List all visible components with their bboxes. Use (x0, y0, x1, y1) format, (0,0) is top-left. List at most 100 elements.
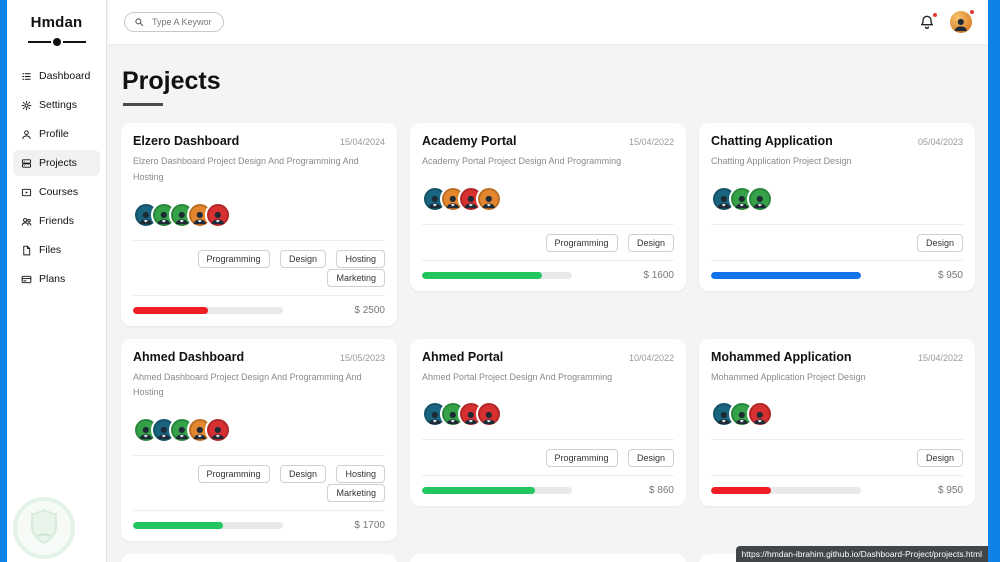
progress-fill (711, 487, 771, 495)
project-title: Elzero Dashboard (133, 134, 240, 148)
tag: Programming (197, 465, 270, 483)
project-card: Chatting Application 05/04/2023 Chatting… (699, 123, 975, 291)
profile-icon (22, 129, 31, 139)
project-title: Ahmed Portal (422, 349, 504, 364)
search-box[interactable] (124, 12, 224, 32)
tag-row: Programming Design Hosting Marketing (133, 239, 385, 295)
tag: Programming (197, 249, 270, 268)
tag-row: Design (711, 223, 963, 260)
user-menu[interactable] (950, 9, 975, 33)
sidebar-item-label: Dashboard (39, 70, 91, 82)
user-notification-badge (969, 9, 975, 15)
tag: Marketing (327, 268, 385, 287)
card-footer: $ 1700 (133, 510, 385, 531)
dashboard-icon (22, 72, 31, 80)
card-header: Ahmed Portal 10/04/2022 (422, 350, 674, 364)
tag-row: Programming Design (422, 223, 674, 260)
project-title: Academy Portal (422, 134, 517, 148)
tag: Design (627, 449, 674, 468)
page-frame-left (0, 0, 7, 562)
brand-logo: Hmdan (30, 14, 83, 31)
sidebar-item-files[interactable]: Files (13, 237, 100, 263)
card-footer: $ 2500 (133, 294, 385, 316)
project-description: Elzero Dashboard Project Design And Prog… (133, 156, 359, 182)
card-footer: $ 950 (711, 259, 963, 281)
project-date: 05/04/2023 (917, 137, 963, 147)
sidebar-item-label: Settings (39, 99, 77, 111)
notification-badge (932, 12, 938, 18)
status-bar-url: https://hmdan-ibrahim.github.io/Dashboar… (735, 546, 988, 562)
project-description: Ahmed Dashboard Project Design And Progr… (133, 371, 362, 398)
sidebar-item-label: Files (39, 244, 62, 256)
sidebar-item-settings[interactable]: Settings (13, 92, 100, 118)
sidebar-item-label: Plans (39, 273, 66, 285)
member-avatar (476, 401, 502, 428)
progress-fill (133, 522, 223, 529)
sidebar-item-plans[interactable]: Plans (13, 266, 100, 292)
tag: Design (627, 233, 674, 252)
project-date: 15/04/2024 (339, 137, 385, 147)
progress-bar (133, 522, 283, 529)
sidebar-item-friends[interactable]: Friends (13, 208, 100, 234)
sidebar-item-dashboard[interactable]: Dashboard (13, 63, 100, 89)
project-description: Ahmed Portal Project Design And Programm… (422, 371, 613, 382)
progress-bar (711, 487, 861, 495)
project-card: Elzero Dashboard 15/04/2024 Elzero Dashb… (121, 123, 397, 326)
avatar-group (422, 401, 674, 428)
card-header: Elzero Dashboard 15/04/2024 (133, 134, 385, 148)
projects-grid: Elzero Dashboard 15/04/2024 Elzero Dashb… (121, 123, 975, 562)
page-frame-right (988, 0, 1000, 562)
notifications-bell-icon[interactable] (919, 12, 938, 30)
topbar-actions (919, 9, 975, 33)
sidebar-nav: Dashboard Settings Profile Projects Cour… (7, 63, 106, 292)
project-card: Mohammed Dashboard 15/04/2022 Mohammed D… (121, 554, 397, 562)
project-card: Mohammed Application 15/04/2022 Mohammed… (699, 338, 975, 507)
sidebar-item-label: Profile (39, 128, 69, 140)
tag: Programming (545, 233, 618, 252)
page-title: Projects (122, 67, 221, 95)
search-input[interactable] (150, 16, 214, 28)
project-description: Chatting Application Project Design (711, 156, 852, 166)
project-card: Academy Portal 15/04/2022 Academy Portal… (410, 123, 686, 291)
friends-icon (21, 217, 32, 226)
project-price: $ 860 (648, 485, 674, 497)
sidebar-item-profile[interactable]: Profile (13, 121, 100, 147)
project-card: Ahmed Dashboard 15/05/2023 Ahmed Dashboa… (121, 338, 397, 541)
tag-row: Programming Design Hosting Marketing (133, 455, 385, 510)
member-avatar (205, 417, 231, 443)
project-description: Mohammed Application Project Design (711, 371, 866, 382)
card-header: Academy Portal 15/04/2022 (422, 134, 674, 148)
page-title-underline (123, 103, 163, 106)
project-card: Ahmed Portal 10/04/2022 Ahmed Portal Pro… (410, 338, 686, 507)
plans-icon (21, 275, 32, 283)
tag-row: Programming Design (422, 439, 674, 475)
project-title: Ahmed Dashboard (133, 349, 245, 364)
sidebar-item-projects[interactable]: Projects (13, 150, 100, 176)
card-footer: $ 950 (711, 475, 963, 496)
tag: Design (280, 249, 327, 268)
tag: Programming (545, 449, 618, 468)
sidebar-item-label: Courses (39, 186, 79, 198)
sidebar-item-label: Friends (39, 215, 75, 227)
project-title: Chatting Application (711, 134, 833, 148)
project-title: Mohammed Application (711, 349, 852, 364)
project-date: 10/04/2022 (628, 352, 674, 363)
card-header: Mohammed Application 15/04/2022 (711, 350, 963, 364)
project-date: 15/05/2023 (339, 352, 385, 363)
card-header: Chatting Application 05/04/2023 (711, 134, 963, 148)
project-price: $ 950 (937, 269, 963, 281)
member-avatar (747, 185, 773, 212)
avatar-group (133, 417, 385, 443)
project-date: 15/04/2022 (628, 137, 674, 147)
progress-fill (711, 271, 861, 279)
project-date: 15/04/2022 (917, 352, 963, 363)
tag: Hosting (336, 249, 385, 268)
settings-icon (21, 100, 32, 110)
card-footer: $ 860 (422, 475, 674, 496)
avatar-group (422, 185, 674, 212)
avatar-group (133, 201, 385, 228)
search-icon (135, 18, 144, 27)
sidebar-item-courses[interactable]: Courses (13, 179, 100, 205)
tag: Design (280, 465, 327, 483)
sidebar-item-label: Projects (39, 157, 77, 169)
